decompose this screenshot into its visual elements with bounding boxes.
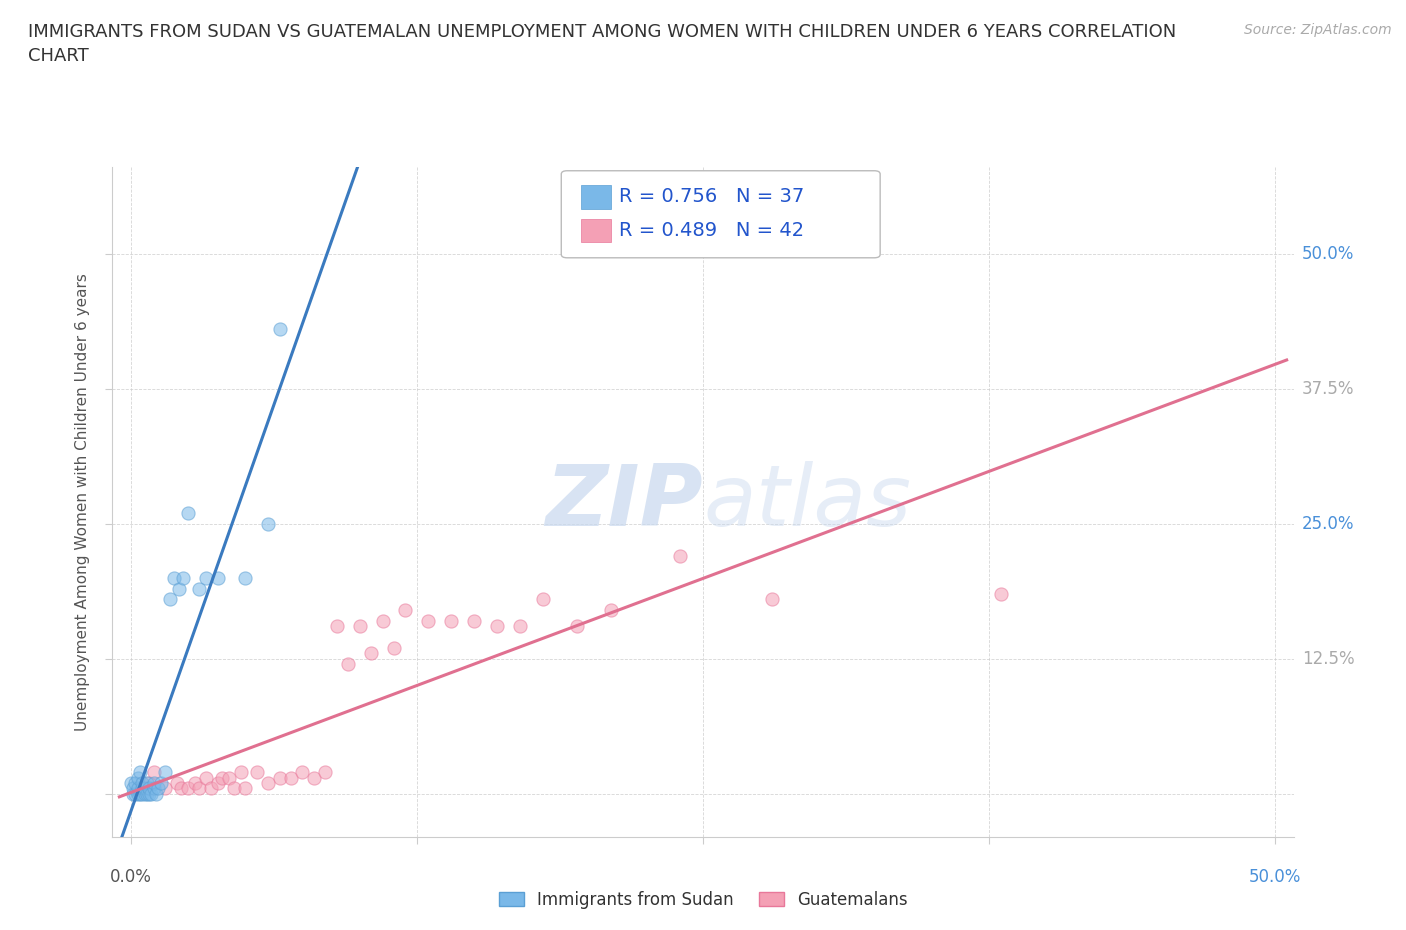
- Point: [291, 764, 314, 779]
- Point: [531, 592, 554, 607]
- Point: [349, 619, 371, 634]
- Point: [195, 770, 218, 785]
- Point: [127, 781, 149, 796]
- Text: 0.0%: 0.0%: [110, 868, 152, 885]
- Point: [149, 776, 172, 790]
- Text: 25.0%: 25.0%: [1302, 515, 1354, 533]
- Point: [246, 764, 269, 779]
- Point: [142, 764, 165, 779]
- Point: [131, 781, 153, 796]
- Point: [326, 619, 349, 634]
- Point: [188, 581, 211, 596]
- Text: ZIP: ZIP: [546, 460, 703, 544]
- Point: [148, 781, 170, 796]
- Point: [257, 516, 280, 531]
- Point: [302, 770, 325, 785]
- Point: [153, 781, 176, 796]
- Text: R = 0.756   N = 37: R = 0.756 N = 37: [619, 187, 804, 206]
- Point: [222, 781, 245, 796]
- Point: [394, 603, 416, 618]
- Point: [141, 787, 163, 802]
- Point: [418, 614, 440, 629]
- Text: Source: ZipAtlas.com: Source: ZipAtlas.com: [1244, 23, 1392, 37]
- Point: [134, 781, 156, 796]
- Point: [382, 641, 405, 656]
- Point: [138, 776, 160, 790]
- Point: [124, 776, 146, 790]
- Point: [153, 764, 176, 779]
- Bar: [581, 219, 610, 243]
- Point: [360, 646, 382, 661]
- FancyBboxPatch shape: [561, 171, 880, 258]
- Point: [200, 781, 222, 796]
- Text: 37.5%: 37.5%: [1302, 379, 1354, 398]
- Point: [134, 787, 156, 802]
- Point: [509, 619, 531, 634]
- Text: IMMIGRANTS FROM SUDAN VS GUATEMALAN UNEMPLOYMENT AMONG WOMEN WITH CHILDREN UNDER: IMMIGRANTS FROM SUDAN VS GUATEMALAN UNEM…: [28, 23, 1177, 65]
- Point: [120, 776, 142, 790]
- Point: [257, 776, 280, 790]
- Point: [177, 506, 200, 521]
- Point: [440, 614, 463, 629]
- Text: 50.0%: 50.0%: [1302, 245, 1354, 263]
- Point: [131, 781, 153, 796]
- Point: [122, 787, 145, 802]
- Point: [211, 770, 233, 785]
- Point: [269, 322, 291, 337]
- Point: [142, 776, 165, 790]
- Point: [166, 776, 188, 790]
- Point: [463, 614, 485, 629]
- Point: [145, 787, 167, 802]
- Text: R = 0.489   N = 42: R = 0.489 N = 42: [619, 220, 804, 240]
- Point: [184, 776, 207, 790]
- Point: [135, 787, 157, 802]
- Point: [188, 781, 211, 796]
- Text: 50.0%: 50.0%: [1249, 868, 1302, 885]
- Point: [127, 770, 149, 785]
- Point: [167, 581, 190, 596]
- Point: [135, 776, 157, 790]
- Point: [600, 603, 623, 618]
- Point: [229, 764, 252, 779]
- Point: [233, 570, 256, 585]
- Point: [122, 781, 145, 796]
- Point: [314, 764, 336, 779]
- Point: [280, 770, 302, 785]
- Point: [129, 787, 152, 802]
- Point: [761, 592, 783, 607]
- Legend: Immigrants from Sudan, Guatemalans: Immigrants from Sudan, Guatemalans: [491, 883, 915, 917]
- Point: [124, 787, 146, 802]
- Point: [138, 781, 160, 796]
- Point: [207, 570, 229, 585]
- Point: [207, 776, 229, 790]
- Point: [337, 657, 360, 671]
- Point: [170, 781, 193, 796]
- Point: [269, 770, 291, 785]
- Point: [195, 570, 218, 585]
- Point: [177, 781, 200, 796]
- Point: [669, 549, 692, 564]
- Point: [565, 619, 588, 634]
- Point: [138, 787, 160, 802]
- Point: [131, 776, 153, 790]
- Point: [990, 587, 1012, 602]
- Point: [233, 781, 256, 796]
- Point: [142, 781, 165, 796]
- Text: atlas: atlas: [703, 460, 911, 544]
- Point: [129, 764, 152, 779]
- Y-axis label: Unemployment Among Women with Children Under 6 years: Unemployment Among Women with Children U…: [75, 273, 90, 731]
- Point: [172, 570, 194, 585]
- Bar: [581, 185, 610, 209]
- Point: [218, 770, 240, 785]
- Point: [131, 787, 153, 802]
- Point: [485, 619, 508, 634]
- Point: [163, 570, 186, 585]
- Point: [371, 614, 394, 629]
- Point: [159, 592, 181, 607]
- Point: [127, 787, 149, 802]
- Text: 12.5%: 12.5%: [1302, 650, 1354, 668]
